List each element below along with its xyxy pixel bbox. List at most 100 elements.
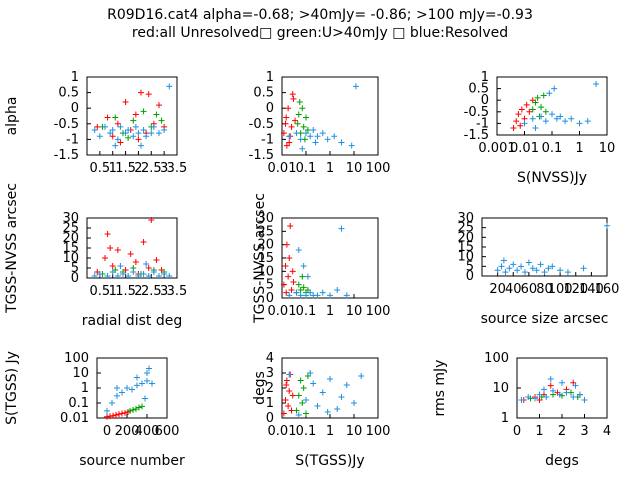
data-point-blue (576, 120, 583, 127)
data-point-red (523, 101, 530, 108)
x-tick-label: 120 (563, 282, 588, 297)
y-tick-label: 15 (62, 241, 79, 256)
data-point-red (288, 123, 295, 130)
data-point-blue (119, 389, 125, 396)
data-point-blue (536, 391, 543, 398)
data-point-green (529, 106, 536, 113)
data-point-blue (334, 287, 341, 293)
data-point-blue (500, 257, 507, 264)
data-point-red (114, 247, 121, 253)
data-point-red (104, 413, 110, 420)
x-tick-label: 0 (103, 424, 111, 439)
data-point-blue (91, 127, 98, 134)
data-point-blue (144, 370, 150, 376)
x-tick-label: 100 (366, 424, 391, 439)
y-tick-label: 30 (257, 211, 274, 226)
x-tick-label: 0.1 (296, 161, 317, 176)
x-tick-label: 160 (595, 282, 620, 297)
data-point-blue (114, 136, 121, 143)
y-tick-label: 15 (457, 240, 474, 255)
data-point-green (540, 92, 547, 99)
data-point-red (285, 403, 292, 409)
data-point-blue (143, 261, 150, 267)
data-point-blue (541, 269, 548, 276)
y-tick-label: 1 (71, 70, 79, 85)
data-point-blue (114, 392, 120, 399)
data-point-blue (343, 382, 350, 388)
data-point-red (94, 123, 101, 130)
data-point-blue (541, 386, 547, 393)
data-point-red (283, 377, 290, 384)
y-tick-label: 10 (492, 381, 509, 396)
x-axis-label: S(TGSS)Jy (295, 453, 364, 469)
data-point-blue (132, 123, 139, 130)
data-point-red (153, 257, 160, 263)
y-tick-label: -1 (66, 132, 79, 147)
panel-alpha-vs-tgss: 0.01 0.1 1 10 100-1.5-1-0.500.51 (249, 70, 391, 176)
y-tick-label: 10 (257, 264, 274, 279)
data-point-blue (286, 292, 293, 299)
data-point-blue (529, 265, 536, 272)
data-point-red (285, 105, 292, 112)
data-point-blue (564, 269, 571, 276)
data-point-blue (324, 409, 331, 415)
data-point-red (286, 255, 293, 261)
x-tick-label: 0.01 (268, 424, 297, 439)
data-point-red (122, 98, 129, 105)
data-point-blue (525, 259, 532, 266)
data-point-blue (580, 265, 587, 272)
plot-frame (516, 357, 608, 419)
data-point-blue (112, 142, 119, 149)
data-point-blue (304, 273, 311, 280)
data-point-green (295, 111, 302, 118)
data-point-blue (297, 136, 304, 143)
x-tick-label: 10 (599, 141, 616, 156)
y-tick-label: 1 (501, 411, 509, 426)
data-point-red (289, 392, 296, 399)
data-point-green (303, 114, 309, 121)
data-point-green (300, 284, 307, 291)
data-point-green (294, 120, 301, 127)
data-point-blue (518, 396, 525, 403)
data-point-green (125, 134, 132, 141)
data-point-blue (494, 267, 501, 274)
data-point-blue (303, 292, 309, 299)
data-point-red (285, 273, 292, 280)
x-axis-label: radial dist deg (82, 313, 182, 329)
data-point-blue (532, 125, 539, 132)
y-tick-label: 10 (72, 366, 89, 381)
data-point-blue (502, 269, 509, 276)
y-axis-label: TGSS-NVSS arcsec (4, 183, 20, 314)
y-tick-label: 25 (257, 224, 274, 239)
data-point-blue (96, 133, 103, 140)
x-tick-label: 1.5 (115, 161, 136, 176)
data-point-red (289, 268, 296, 275)
data-point-red (286, 388, 293, 394)
data-point-blue (125, 127, 132, 134)
data-point-red (283, 114, 290, 121)
y-tick-label: -1.5 (54, 148, 79, 163)
data-point-red (290, 279, 297, 285)
data-point-blue (319, 389, 326, 396)
data-point-blue (358, 373, 365, 379)
x-tick-label: 0.01 (268, 304, 297, 319)
x-tick-label: 0.5 (90, 161, 111, 176)
x-tick-label: 2.5 (141, 284, 162, 299)
data-point-red (116, 411, 122, 418)
data-point-blue (314, 292, 321, 299)
data-point-blue (114, 273, 121, 279)
y-tick-label: 25 (457, 221, 474, 236)
data-point-red (140, 239, 147, 245)
data-point-blue (143, 133, 150, 140)
data-point-green (153, 111, 160, 118)
data-point-blue (310, 127, 317, 134)
data-point-blue (135, 130, 142, 137)
x-tick-label: 600 (155, 424, 180, 439)
x-tick-label: 140 (579, 282, 604, 297)
data-point-green (534, 94, 541, 101)
data-point-blue (604, 222, 610, 229)
data-point-red (145, 265, 152, 271)
x-tick-label: 10 (346, 304, 363, 319)
